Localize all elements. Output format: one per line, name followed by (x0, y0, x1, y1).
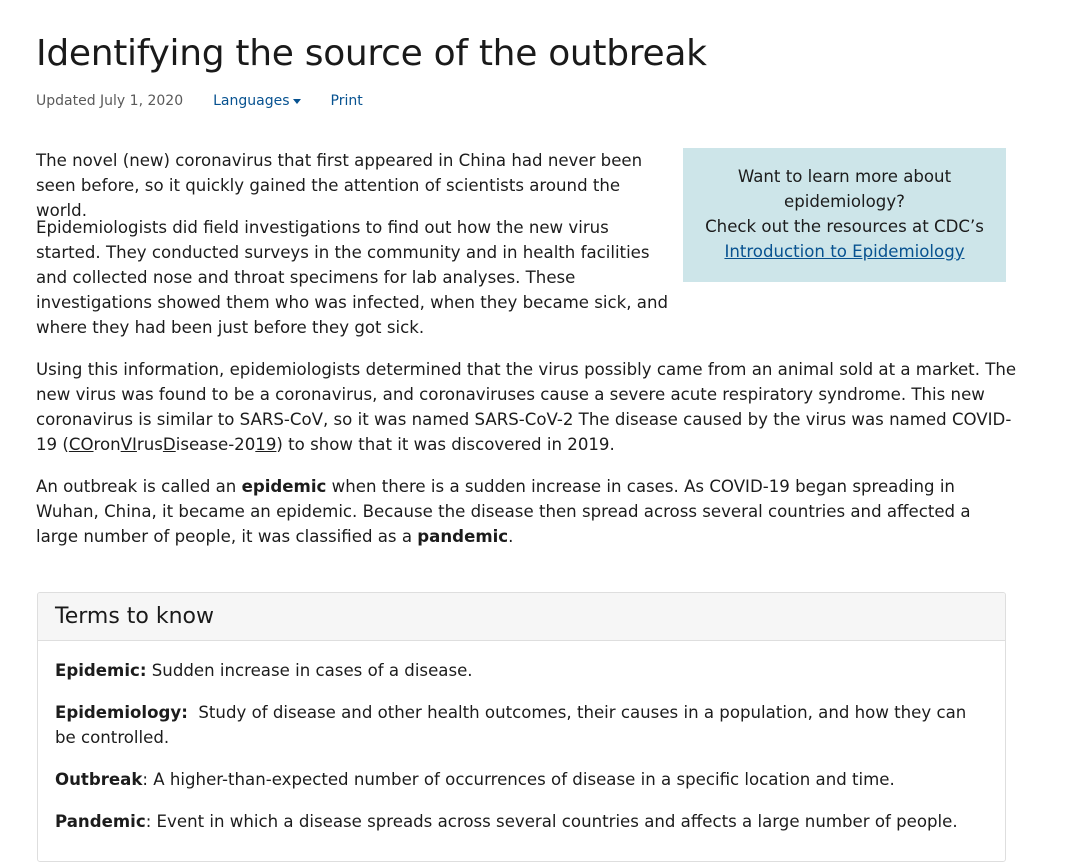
languages-dropdown[interactable]: Languages (213, 93, 301, 109)
epidemic-text-a: An outbreak is called an (36, 477, 242, 496)
page-title: Identifying the source of the outbreak (36, 33, 707, 74)
pandemic-bold: pandemic (417, 527, 509, 546)
naming-end: ) to show that it was discovered in 2019… (276, 435, 615, 454)
page-meta: Updated July 1, 2020 Languages Print (36, 90, 363, 112)
intro-epidemiology-link[interactable]: Introduction to Epidemiology (724, 242, 965, 261)
callout-line-1: Want to learn more about epidemiology? (737, 167, 952, 211)
epidemic-bold: epidemic (241, 477, 327, 496)
updated-date: Updated July 1, 2020 (36, 93, 184, 109)
callout-box: Want to learn more about epidemiology? C… (683, 148, 1006, 282)
paragraph-investigations: Epidemiologists did field investigations… (36, 218, 669, 337)
term-label: Outbreak (55, 770, 143, 789)
acronym-ron: ron (93, 435, 121, 454)
print-link[interactable]: Print (330, 93, 363, 109)
term-definition: Study of disease and other health outcom… (55, 703, 972, 747)
term-label: Pandemic (55, 812, 146, 831)
paragraph-intro: The novel (new) coronavirus that first a… (36, 151, 643, 220)
languages-label: Languages (213, 93, 290, 109)
acronym-19: 19 (255, 435, 277, 454)
term-definition: : Event in which a disease spreads acros… (145, 812, 958, 831)
terms-card: Terms to know Epidemic: Sudden increase … (37, 592, 1006, 862)
term-pandemic: Pandemic: Event in which a disease sprea… (55, 809, 985, 834)
term-label: Epidemiology: (55, 703, 188, 722)
epidemic-text-b: when there is a sudden increase in cases… (36, 477, 971, 546)
term-definition: : A higher-than-expected number of occur… (142, 770, 895, 789)
term-epidemic: Epidemic: Sudden increase in cases of a … (55, 658, 985, 683)
acronym-d: D (162, 435, 176, 454)
naming-text: Using this information, epidemiologists … (36, 360, 1017, 454)
caret-down-icon (292, 99, 301, 104)
term-label: Epidemic: (55, 661, 147, 680)
term-definition: Sudden increase in cases of a disease. (146, 661, 473, 680)
term-outbreak: Outbreak: A higher-than-expected number … (55, 767, 985, 792)
term-epidemiology: Epidemiology: Study of disease and other… (55, 700, 985, 750)
epidemic-text-c: . (508, 527, 514, 546)
paragraph-epidemic: An outbreak is called an epidemic when t… (36, 474, 996, 549)
paragraph-naming: Using this information, epidemiologists … (36, 357, 1026, 457)
terms-heading: Terms to know (38, 593, 1005, 641)
acronym-vi: VI (120, 435, 137, 454)
acronym-rus: rus (136, 435, 163, 454)
callout-line-2: Check out the resources at CDC’s (705, 217, 984, 236)
acronym-co: CO (68, 435, 94, 454)
acronym-isease: isease-20 (175, 435, 256, 454)
